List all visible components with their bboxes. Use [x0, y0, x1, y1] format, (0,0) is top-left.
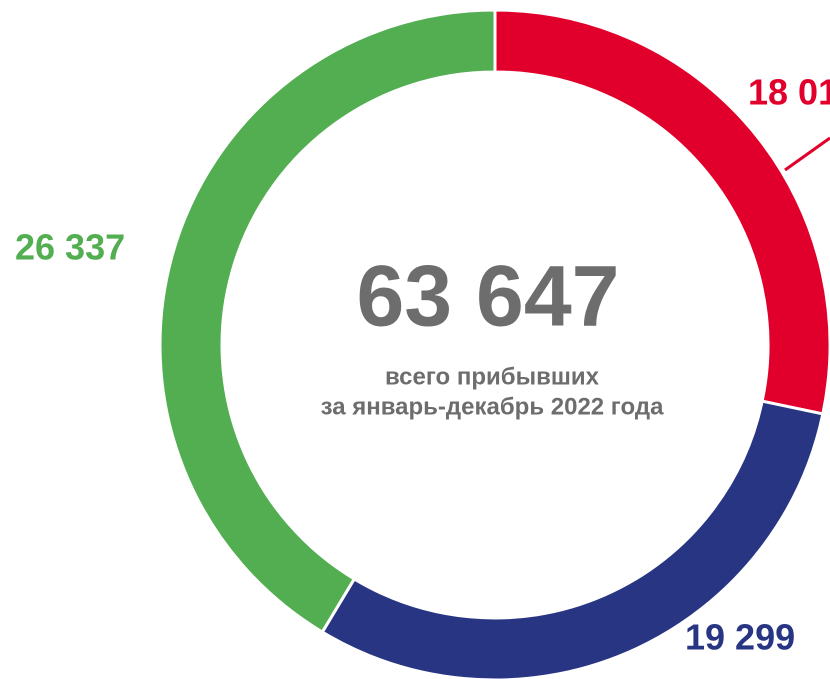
value-label: 26 337 — [15, 227, 125, 268]
value-label: 18 011 — [748, 72, 830, 113]
donut-segment — [158, 8, 497, 635]
value-label: 19 299 — [685, 617, 795, 658]
center-subtitle: всего прибывших — [385, 363, 600, 390]
leader-line — [784, 136, 830, 172]
ring — [158, 8, 830, 679]
center-subtitle: за январь-декабрь 2022 года — [321, 393, 664, 420]
center-total: 63 647 — [356, 249, 619, 345]
